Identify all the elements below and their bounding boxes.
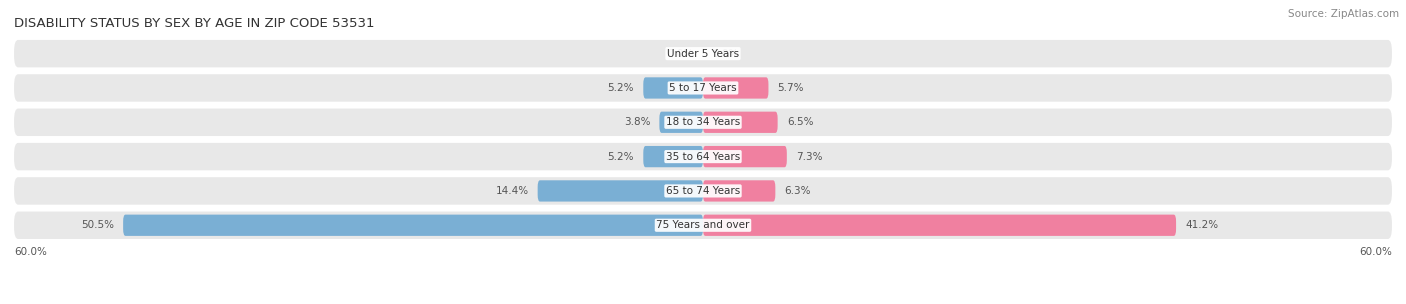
FancyBboxPatch shape: [659, 112, 703, 133]
FancyBboxPatch shape: [703, 215, 1175, 236]
Text: 5.2%: 5.2%: [607, 83, 634, 93]
FancyBboxPatch shape: [644, 77, 703, 98]
Text: 75 Years and over: 75 Years and over: [657, 220, 749, 230]
FancyBboxPatch shape: [703, 77, 769, 98]
FancyBboxPatch shape: [14, 177, 1392, 205]
Text: 6.3%: 6.3%: [785, 186, 811, 196]
Text: 6.5%: 6.5%: [787, 117, 813, 127]
FancyBboxPatch shape: [14, 74, 1392, 102]
Text: 41.2%: 41.2%: [1185, 220, 1219, 230]
Text: 5.7%: 5.7%: [778, 83, 804, 93]
Text: Source: ZipAtlas.com: Source: ZipAtlas.com: [1288, 9, 1399, 19]
Text: Under 5 Years: Under 5 Years: [666, 49, 740, 59]
Text: 3.8%: 3.8%: [624, 117, 650, 127]
FancyBboxPatch shape: [14, 40, 1392, 67]
FancyBboxPatch shape: [703, 146, 787, 167]
Text: 0.0%: 0.0%: [713, 49, 738, 59]
FancyBboxPatch shape: [124, 215, 703, 236]
Text: 0.0%: 0.0%: [668, 49, 693, 59]
Text: 60.0%: 60.0%: [14, 247, 46, 257]
FancyBboxPatch shape: [703, 180, 775, 202]
Text: 35 to 64 Years: 35 to 64 Years: [666, 152, 740, 162]
Text: 5 to 17 Years: 5 to 17 Years: [669, 83, 737, 93]
Text: DISABILITY STATUS BY SEX BY AGE IN ZIP CODE 53531: DISABILITY STATUS BY SEX BY AGE IN ZIP C…: [14, 17, 374, 30]
FancyBboxPatch shape: [14, 109, 1392, 136]
Text: 50.5%: 50.5%: [82, 220, 114, 230]
Text: 7.3%: 7.3%: [796, 152, 823, 162]
FancyBboxPatch shape: [14, 143, 1392, 170]
Text: 5.2%: 5.2%: [607, 152, 634, 162]
Text: 14.4%: 14.4%: [495, 186, 529, 196]
FancyBboxPatch shape: [537, 180, 703, 202]
FancyBboxPatch shape: [14, 212, 1392, 239]
FancyBboxPatch shape: [644, 146, 703, 167]
Text: 18 to 34 Years: 18 to 34 Years: [666, 117, 740, 127]
FancyBboxPatch shape: [703, 112, 778, 133]
Text: 65 to 74 Years: 65 to 74 Years: [666, 186, 740, 196]
Text: 60.0%: 60.0%: [1360, 247, 1392, 257]
